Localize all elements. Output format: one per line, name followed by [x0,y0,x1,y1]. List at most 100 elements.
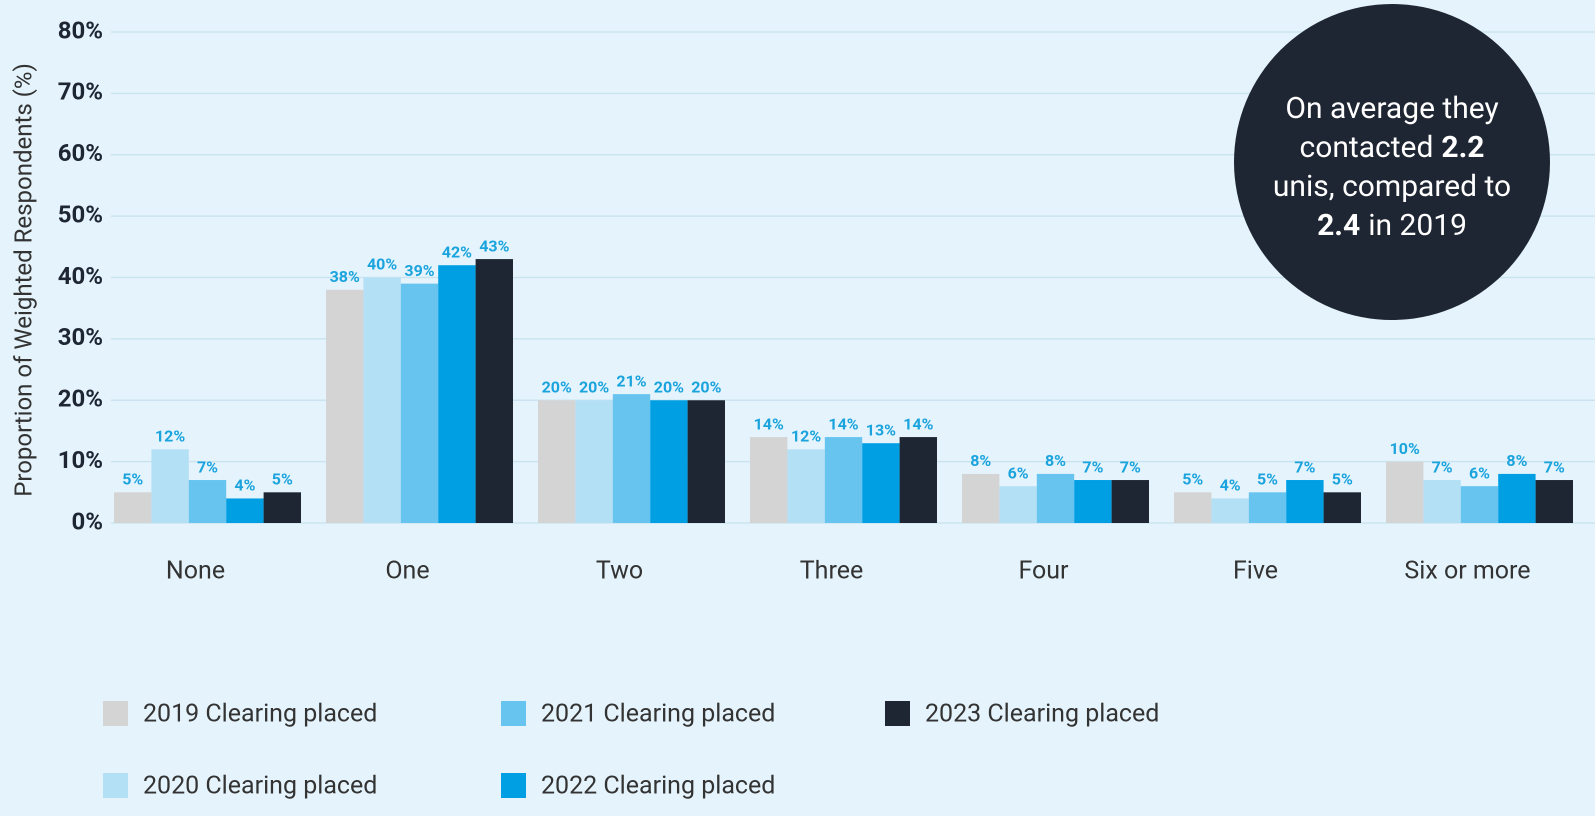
legend-label: 2022 Clearing placed [541,772,775,801]
annotation: unis, compared to [1273,169,1511,204]
legend-swatch [885,701,910,726]
value-label: 14% [828,414,858,433]
value-label: 7% [1120,457,1141,476]
bar [400,283,439,523]
y-tick-label: 10% [58,446,103,474]
bar [787,449,825,523]
bar [612,394,651,523]
value-label: 7% [1082,457,1103,476]
x-tick-label: None [166,557,225,586]
value-label: 5% [1182,470,1203,489]
bar [151,449,189,523]
legend-swatch [103,773,128,798]
bar [188,480,227,523]
bar [962,473,1000,523]
bar [1211,498,1249,523]
bar [1498,473,1536,523]
value-label: 7% [1544,457,1565,476]
x-tick-label: Four [1018,557,1069,586]
bar [687,400,725,523]
y-tick-label: 70% [58,78,103,106]
value-label: 13% [866,420,896,439]
bar [226,498,264,523]
value-label: 10% [1390,439,1420,458]
x-tick-label: One [385,557,429,586]
annotation: 2.4 in 2019 [1317,208,1467,243]
bar [1036,473,1075,523]
annotation: contacted 2.2 [1300,130,1485,165]
value-label: 14% [903,414,933,433]
bar [1323,492,1361,523]
annotation-circle [1234,4,1550,320]
value-label: 5% [1257,470,1278,489]
bar [1286,480,1324,523]
x-tick-label: Five [1233,557,1278,586]
value-label: 7% [1432,457,1453,476]
bar [1535,480,1573,523]
value-label: 5% [272,470,293,489]
bar [1248,492,1287,523]
bar [363,277,401,523]
annotation: On average they [1285,91,1498,126]
value-label: 20% [654,377,684,396]
value-label: 38% [330,267,360,286]
bar [1460,486,1499,523]
bar [999,486,1037,523]
bar [326,289,364,523]
bar [1074,480,1112,523]
value-label: 14% [754,414,784,433]
bar [824,437,863,523]
value-label: 5% [1332,470,1353,489]
bar [114,492,152,523]
legend-swatch [103,701,128,726]
value-label: 5% [122,470,143,489]
bar [1111,480,1149,523]
y-tick-label: 30% [58,323,103,351]
y-tick-label: 20% [58,385,103,413]
value-label: 20% [579,377,609,396]
value-label: 7% [197,457,218,476]
y-tick-label: 80% [58,16,103,44]
bar [899,437,937,523]
legend-swatch [501,773,526,798]
bar [750,437,788,523]
value-label: 8% [1506,451,1527,470]
legend-label: 2023 Clearing placed [925,700,1159,729]
annotation: contacted [1300,130,1434,165]
bar [538,400,576,523]
bar [1386,461,1424,523]
value-label: 20% [542,377,572,396]
bar [438,265,476,523]
annotation: in 2019 [1368,208,1467,243]
x-tick-label: Three [800,557,863,586]
value-label: 39% [404,261,434,280]
value-label: 8% [970,451,991,470]
value-label: 43% [479,236,509,255]
value-label: 12% [155,427,185,446]
annotation-number: 2.2 [1441,130,1484,165]
bar [862,443,900,523]
y-tick-label: 0% [71,507,103,535]
bar [263,492,301,523]
bar [1174,492,1212,523]
legend-label: 2019 Clearing placed [143,700,377,729]
x-tick-label: Two [596,557,643,586]
value-label: 4% [234,476,255,495]
bar [475,259,513,523]
value-label: 40% [367,255,397,274]
value-label: 6% [1008,463,1029,482]
legend-label: 2020 Clearing placed [143,772,377,801]
annotation-number: 2.4 [1317,208,1360,243]
legend-label: 2021 Clearing placed [541,700,775,729]
y-tick-label: 50% [58,200,103,228]
value-label: 4% [1220,476,1241,495]
y-axis-label: Proportion of Weighted Respondents (%) [9,63,37,497]
value-label: 20% [691,377,721,396]
value-label: 6% [1469,463,1490,482]
x-tick-label: Six or more [1404,557,1530,586]
bar [575,400,613,523]
value-label: 8% [1045,451,1066,470]
value-label: 42% [442,242,472,261]
value-label: 12% [791,427,821,446]
